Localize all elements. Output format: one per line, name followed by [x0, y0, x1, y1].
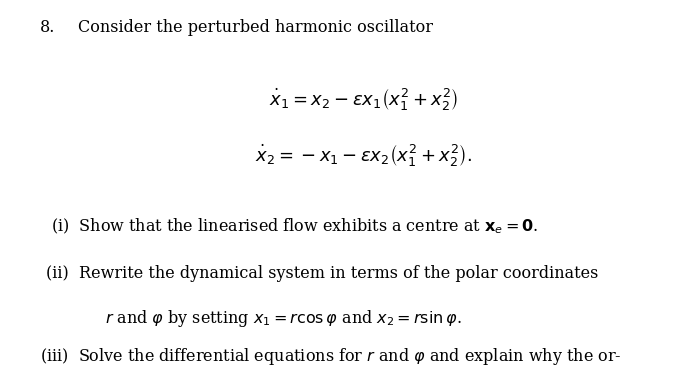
- Text: (i)  Show that the linearised flow exhibits a centre at $\mathbf{x}_e = \mathbf{: (i) Show that the linearised flow exhibi…: [51, 217, 538, 236]
- Text: $r$ and $\varphi$ by setting $x_1 = r\cos\varphi$ and $x_2 = r\sin\varphi$.: $r$ and $\varphi$ by setting $x_1 = r\co…: [105, 308, 461, 329]
- Text: 8.: 8.: [39, 19, 55, 36]
- Text: (iii)  Solve the differential equations for $r$ and $\varphi$ and explain why th: (iii) Solve the differential equations f…: [39, 346, 621, 367]
- Text: $\dot{x}_2 = -x_1 - \epsilon x_2 \left(x_1^2 + x_2^2\right).$: $\dot{x}_2 = -x_1 - \epsilon x_2 \left(x…: [255, 142, 472, 168]
- Text: $\dot{x}_1 = x_2 - \epsilon x_1 \left(x_1^2 + x_2^2\right)$: $\dot{x}_1 = x_2 - \epsilon x_1 \left(x_…: [269, 86, 458, 112]
- Text: Consider the perturbed harmonic oscillator: Consider the perturbed harmonic oscillat…: [78, 19, 433, 36]
- Text: (ii)  Rewrite the dynamical system in terms of the polar coordinates: (ii) Rewrite the dynamical system in ter…: [46, 265, 598, 282]
